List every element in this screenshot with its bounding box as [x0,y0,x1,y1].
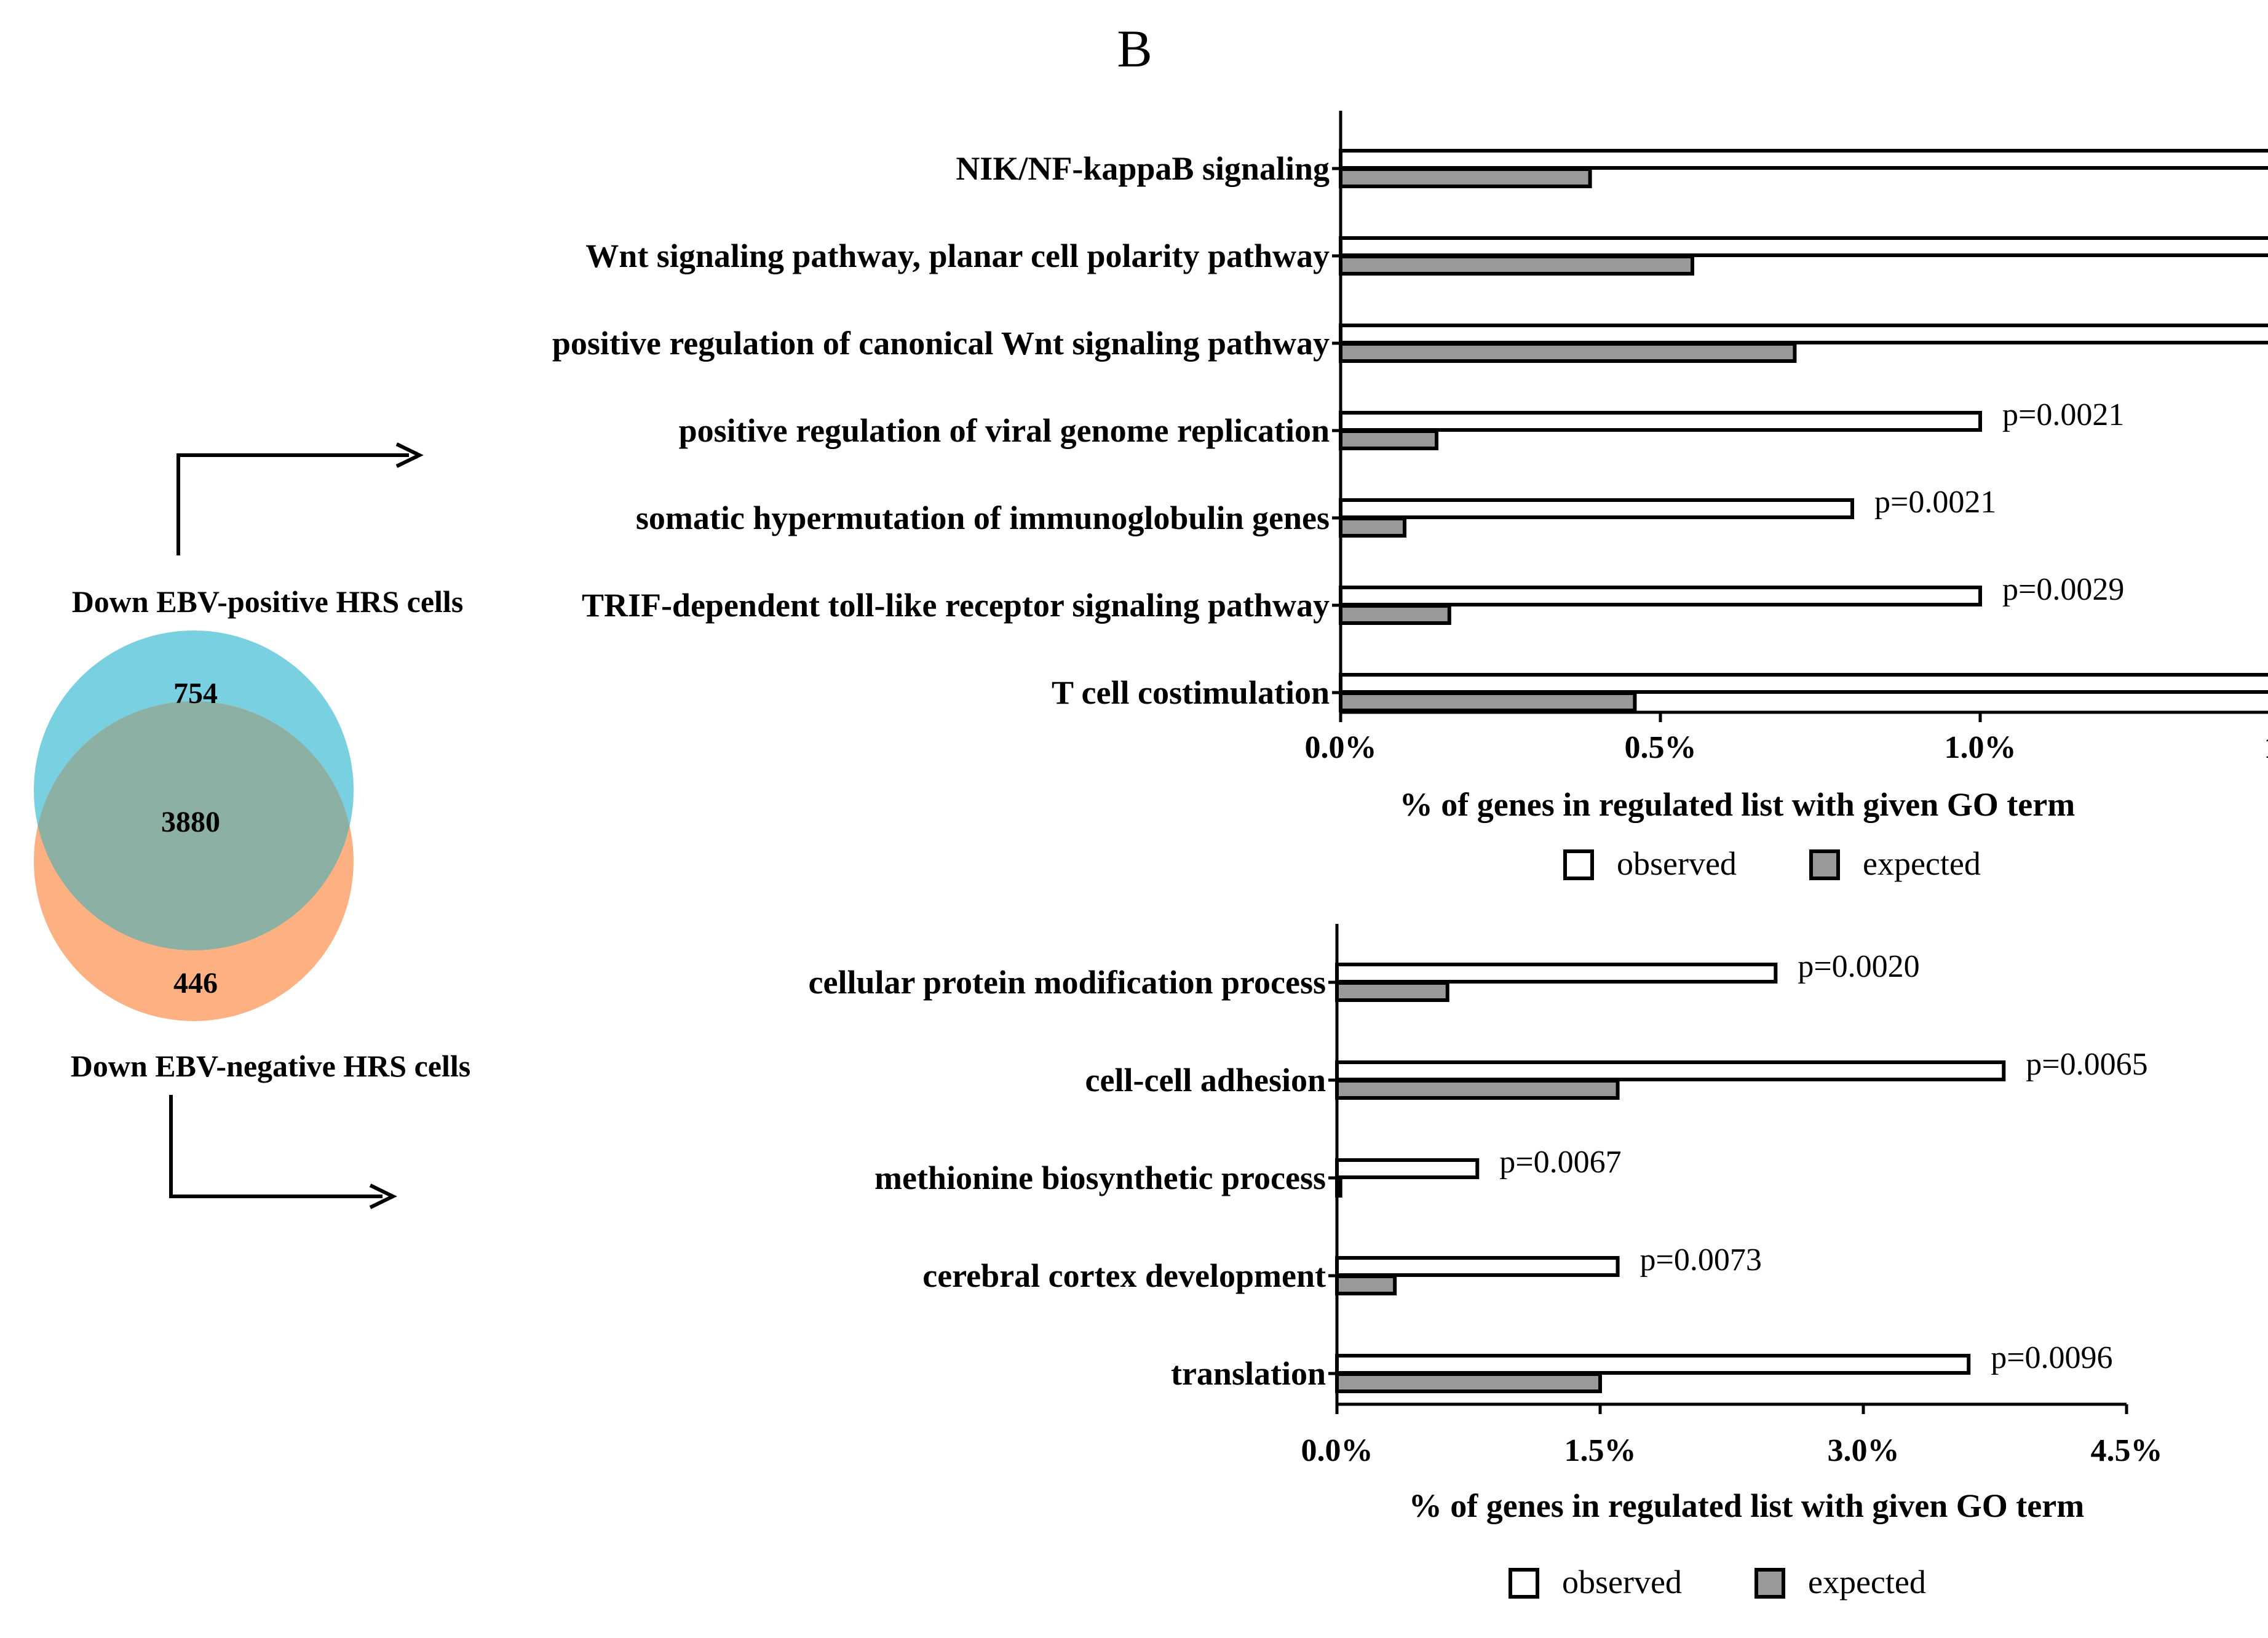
p-value-label: p=0.0073 [1640,1242,1762,1278]
legend: observed expected [1509,1564,1926,1600]
bar-expected [1335,1177,1342,1198]
bar-observed [1335,963,1778,984]
x-tick-label: 1.5% [2264,730,2268,765]
legend-label-expected: expected [1863,845,1981,882]
venn-negative-count: 446 [173,967,218,1000]
bar-observed [1335,1354,1971,1375]
bar-expected [1339,691,1637,712]
venn-positive-title: Down EBV-positive HRS cells [72,584,464,619]
arrow-to-bottom-chart [169,1095,397,1209]
p-value-label: p=0.0067 [1499,1145,1621,1180]
category-label: translation [1171,1355,1326,1392]
legend: observed expected [1563,845,1981,882]
legend-swatch-observed [1563,849,1594,880]
legend-label-expected: expected [1808,1564,1926,1600]
bar-expected [1335,981,1449,1002]
x-tick-label: 0.5% [1625,730,1697,765]
panel-label: B [1117,19,1152,78]
x-tick-label: 1.0% [1945,730,2016,765]
bar-expected [1339,517,1406,538]
p-value-label: p=0.0021 [1874,485,1996,520]
bar-observed [1339,149,2268,170]
category-label: cellular protein modification process [809,964,1326,1001]
x-axis-title: % of genes in regulated list with given … [1409,1487,2084,1524]
category-label: T cell costimulation [1052,674,1330,711]
p-value-label: p=0.0096 [1991,1340,2112,1375]
bar-expected [1335,1372,1602,1393]
p-value-label: p=0.0021 [2002,397,2124,432]
x-tick-label: 0.0% [1301,1433,1373,1468]
category-label: somatic hypermutation of immunoglobulin … [636,499,1330,536]
chart-top: 0.0%0.5%1.0%1.5%2.0%2.5%% of genes in re… [552,111,2268,882]
x-tick-label: 0.0% [1305,730,1377,765]
arrow-to-top-chart [176,442,424,555]
bar-expected [1339,604,1451,625]
bar-observed [1339,498,1854,519]
category-label: cerebral cortex development [922,1257,1326,1294]
bar-observed [1339,673,2268,694]
category-label: cell-cell adhesion [1085,1062,1326,1099]
bar-observed [1339,586,1982,606]
legend-swatch-expected [1809,849,1840,880]
bar-expected [1339,255,1694,276]
bar-observed [1335,1060,2006,1081]
legend-label-observed: observed [1617,845,1737,882]
category-label: positive regulation of viral genome repl… [679,412,1330,449]
venn-overlap-count: 3880 [161,806,220,838]
bar-expected [1335,1274,1397,1295]
category-label: TRIF-dependent toll-like receptor signal… [582,587,1330,624]
legend-swatch-expected [1755,1568,1785,1599]
bar-expected [1339,167,1592,188]
bar-expected [1335,1079,1620,1100]
category-label: positive regulation of canonical Wnt sig… [552,325,1330,362]
bar-observed [1335,1256,1620,1277]
x-tick-label: 4.5% [2091,1433,2163,1468]
legend-label-observed: observed [1562,1564,1682,1600]
p-value-label: p=0.0029 [2002,572,2124,607]
category-label: NIK/NF-kappaB signaling [956,150,1330,187]
bar-observed [1339,324,2268,344]
bar-observed [1335,1158,1480,1179]
bar-expected [1339,429,1438,450]
x-axis-title: % of genes in regulated list with given … [1400,786,2075,823]
x-tick-label: 3.0% [1828,1433,1900,1468]
bar-observed [1339,236,2268,257]
category-label: methionine biosynthetic process [874,1159,1326,1196]
chart-bottom: 0.0% 1.5% 3.0% 4.5%% of genes in regulated … [809,924,2163,1600]
bar-observed [1339,411,1982,432]
p-value-label: p=0.0020 [1798,949,1919,984]
x-tick-label: 1.5% [1564,1433,1636,1468]
bar-expected [1339,342,1797,363]
venn-positive-count: 754 [173,677,218,710]
category-label: Wnt signaling pathway, planar cell polar… [585,237,1330,274]
venn-negative-title: Down EBV-negative HRS cells [71,1049,470,1083]
p-value-label: p=0.0065 [2026,1047,2147,1082]
legend-swatch-observed [1509,1568,1539,1599]
